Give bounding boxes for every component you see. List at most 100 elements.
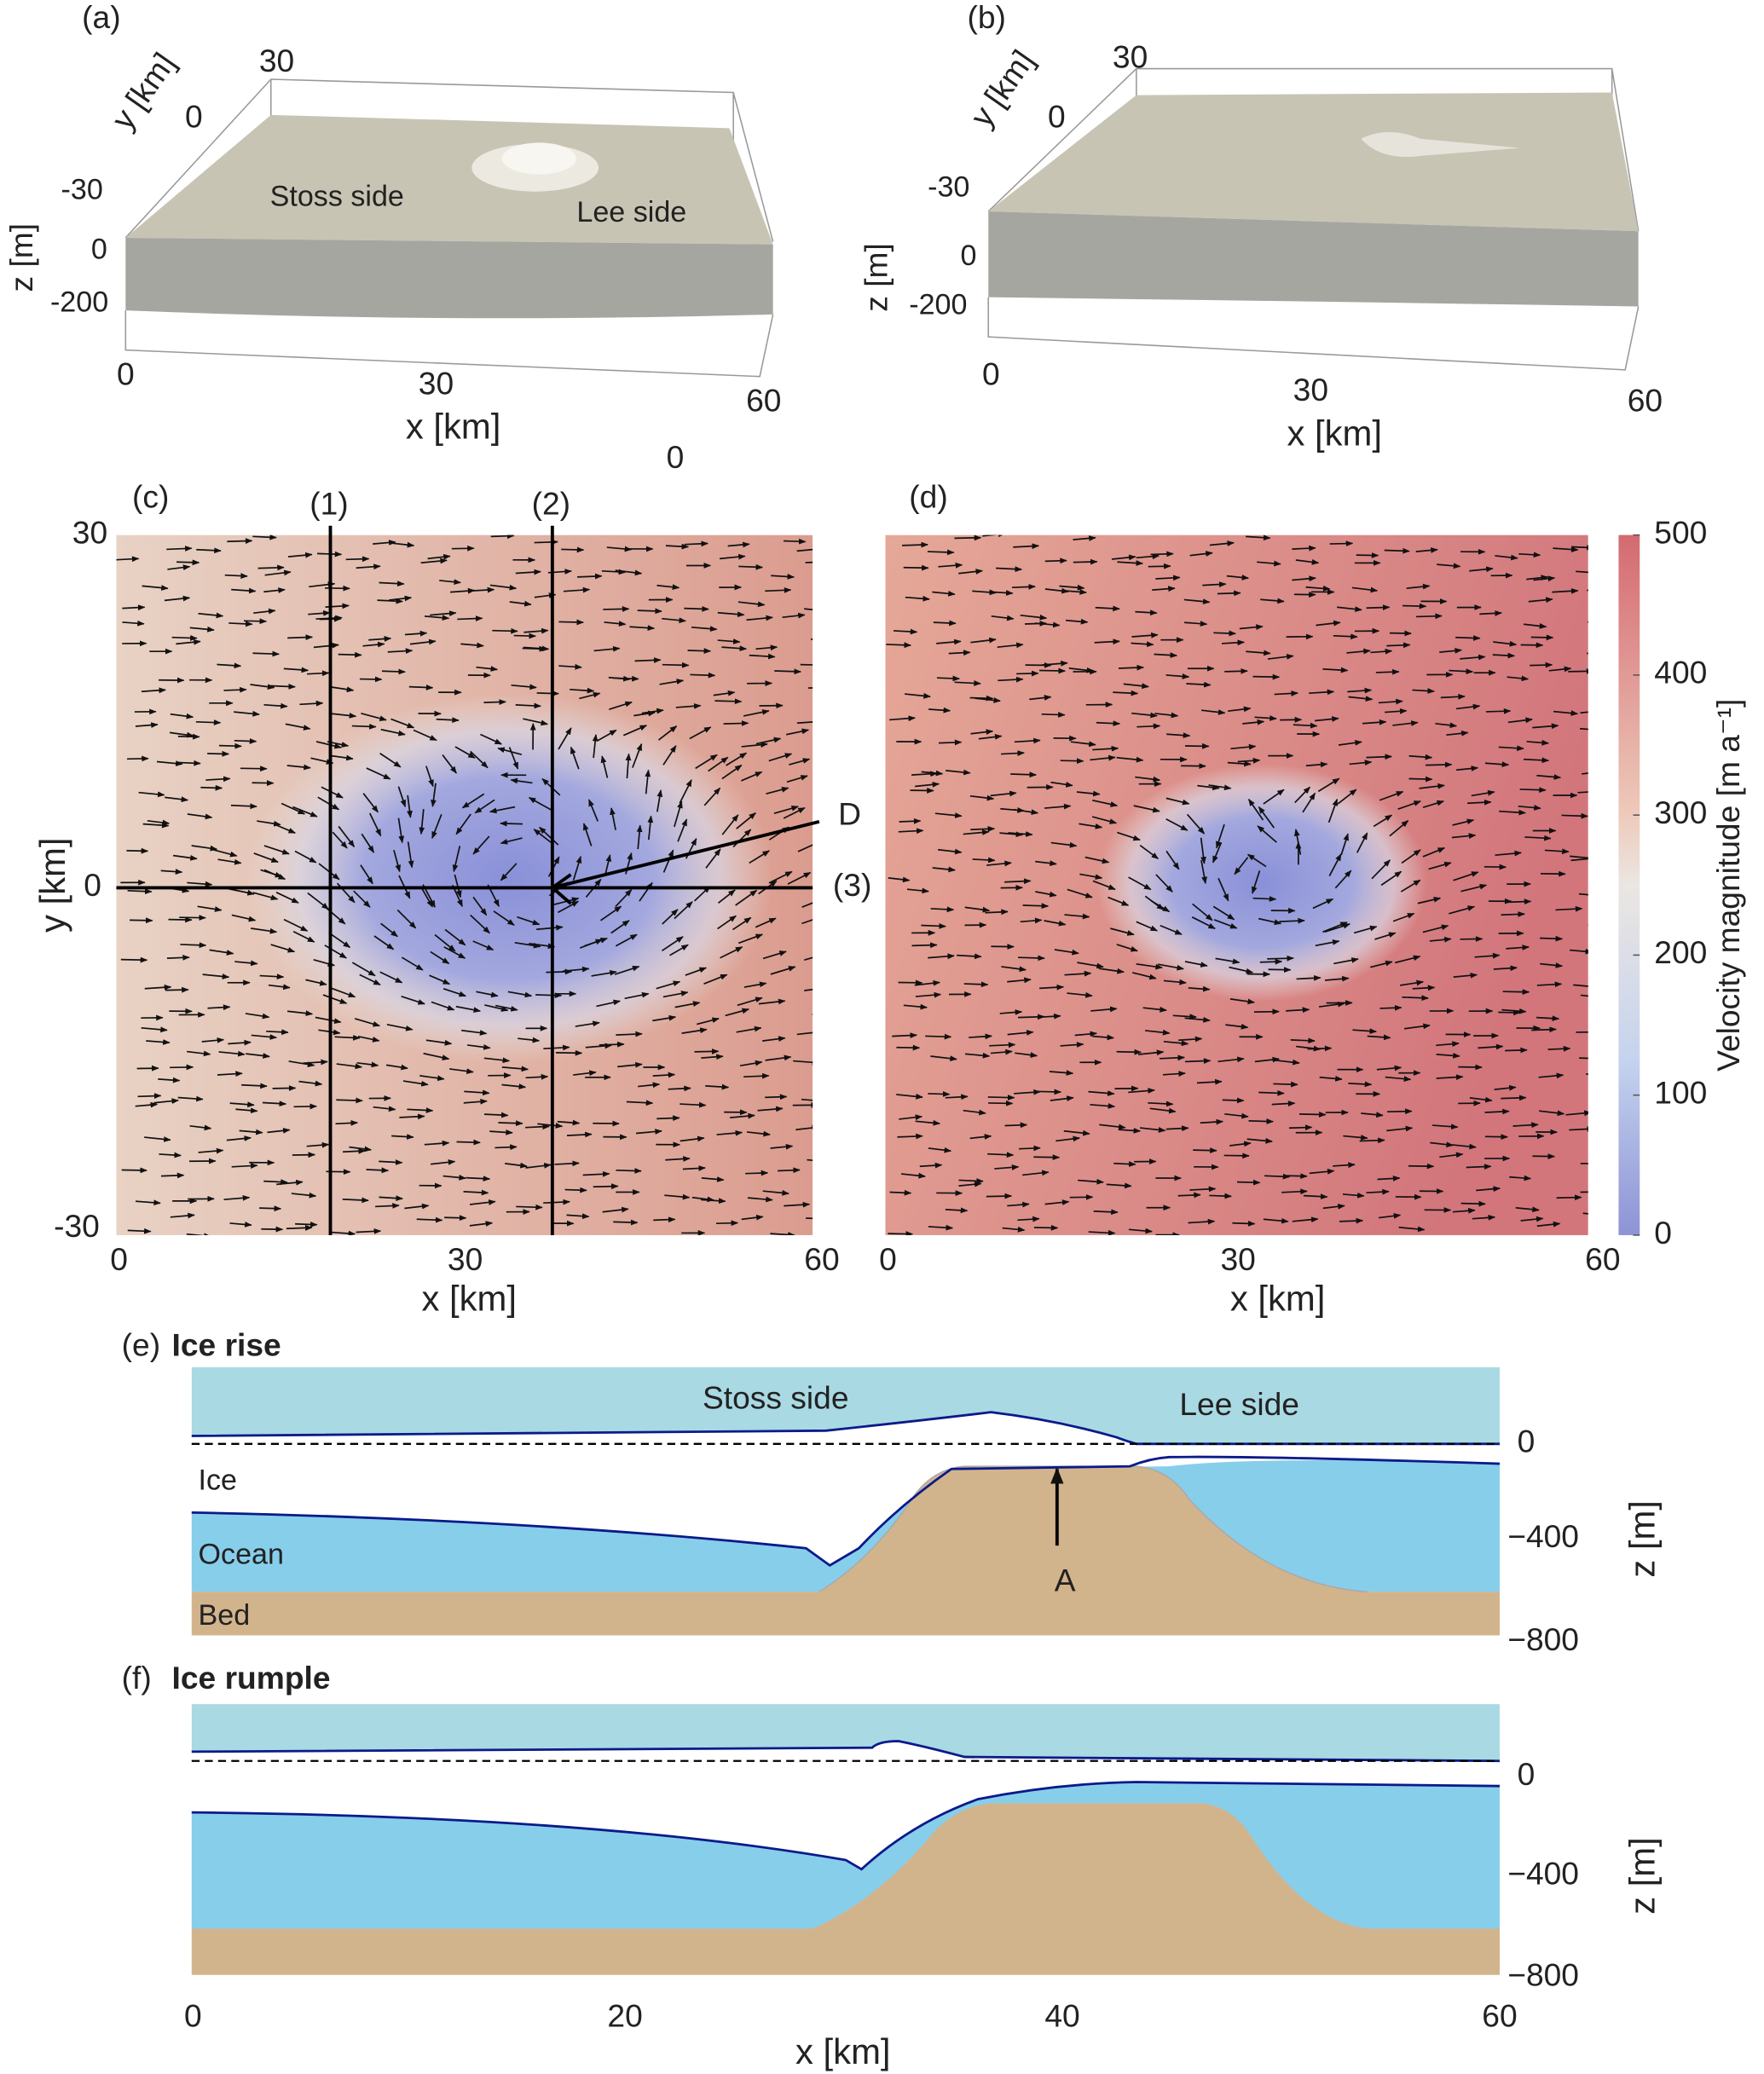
velocity-arrow — [191, 845, 218, 852]
velocity-arrow — [928, 953, 955, 960]
velocity-arrow — [253, 852, 279, 864]
velocity-arrow — [1200, 1118, 1224, 1125]
velocity-arrow — [423, 1052, 450, 1060]
velocity-arrow — [1339, 1217, 1364, 1224]
velocity-arrow — [899, 1114, 923, 1121]
velocity-arrow — [1088, 1090, 1115, 1096]
velocity-arrow — [989, 1042, 1016, 1049]
velocity-arrow — [1288, 1124, 1313, 1131]
velocity-arrow — [1553, 710, 1579, 716]
velocity-arrow — [1117, 831, 1141, 841]
velocity-arrow — [1044, 920, 1067, 927]
velocity-arrow — [1154, 652, 1178, 658]
velocity-arrow — [1315, 716, 1339, 722]
velocity-arrow — [1533, 575, 1556, 582]
velocity-arrow — [321, 786, 344, 799]
velocity-arrow — [1050, 781, 1073, 788]
velocity-arrow — [328, 932, 351, 949]
velocity-arrow — [1229, 1141, 1252, 1147]
velocity-arrow — [1422, 846, 1446, 858]
velocity-arrow — [218, 1050, 246, 1057]
velocity-arrow — [1035, 891, 1057, 898]
velocity-arrow — [1139, 845, 1160, 860]
velocity-arrow — [135, 722, 159, 728]
velocity-arrow — [336, 1097, 363, 1104]
velocity-arrow — [306, 1141, 330, 1148]
velocity-arrow — [1523, 623, 1547, 629]
velocity-arrow — [274, 823, 296, 834]
velocity-arrow — [1136, 921, 1159, 932]
axis-label: z [m] — [1622, 1500, 1662, 1578]
velocity-arrow — [634, 657, 662, 663]
velocity-arrow — [263, 1179, 288, 1185]
velocity-arrow — [1111, 554, 1136, 561]
velocity-arrow — [1337, 606, 1362, 612]
velocity-arrow — [377, 598, 403, 604]
velocity-arrow — [146, 1039, 171, 1045]
velocity-arrow — [338, 825, 356, 848]
velocity-arrow — [1212, 841, 1223, 864]
velocity-arrow — [652, 1014, 677, 1022]
velocity-arrow — [1292, 545, 1316, 552]
velocity-arrow — [1246, 534, 1271, 541]
velocity-arrow — [604, 854, 612, 876]
velocity-arrow — [801, 919, 813, 925]
velocity-arrow — [1149, 1107, 1177, 1114]
velocity-arrow — [717, 611, 745, 618]
velocity-arrow — [1576, 570, 1588, 574]
velocity-arrow — [1327, 798, 1339, 823]
velocity-arrow — [1106, 1182, 1132, 1189]
velocity-arrow — [1552, 587, 1579, 594]
velocity-arrow — [379, 971, 403, 984]
velocity-arrow — [1271, 1101, 1296, 1106]
velocity-arrow — [366, 767, 391, 780]
tick-label: 30 — [259, 43, 294, 78]
velocity-arrow — [928, 1147, 952, 1153]
velocity-arrow — [144, 1136, 171, 1142]
velocity-arrow — [373, 1106, 396, 1112]
velocity-arrow — [994, 1164, 1020, 1170]
colorbar-tick-label: 400 — [1654, 655, 1707, 690]
tick-label: 30 — [448, 1241, 483, 1277]
velocity-arrow — [726, 752, 748, 766]
velocity-arrow — [1531, 1026, 1557, 1033]
velocity-arrow — [173, 854, 198, 861]
velocity-arrow — [1136, 553, 1160, 560]
velocity-arrow — [1415, 547, 1438, 553]
velocity-arrow — [1221, 639, 1245, 646]
velocity-arrow — [1579, 727, 1588, 731]
velocity-arrow — [464, 1089, 490, 1096]
velocity-arrow — [970, 729, 994, 736]
colorbar-tick-label: 300 — [1654, 794, 1707, 830]
velocity-arrow — [511, 684, 537, 690]
velocity-arrow — [257, 564, 285, 571]
velocity-arrow — [455, 1005, 482, 1013]
velocity-arrow — [585, 1043, 613, 1049]
velocity-arrow — [251, 927, 278, 934]
velocity-arrow — [1353, 925, 1378, 934]
velocity-arrow — [1582, 772, 1588, 775]
velocity-arrow — [645, 769, 651, 794]
velocity-arrow — [1092, 799, 1119, 807]
velocity-arrow — [1561, 812, 1588, 819]
velocity-arrow — [218, 742, 242, 749]
velocity-arrow — [793, 1059, 813, 1066]
velocity-arrow — [784, 1201, 811, 1208]
velocity-arrow — [1526, 739, 1549, 746]
velocity-arrow — [517, 916, 541, 926]
velocity-arrow — [263, 845, 290, 855]
velocity-arrow — [684, 540, 709, 547]
velocity-arrow — [1512, 1122, 1539, 1129]
axis-label: x [km] — [421, 1278, 517, 1318]
velocity-arrow — [351, 962, 376, 977]
velocity-arrow — [1186, 681, 1212, 688]
velocity-arrow — [455, 813, 471, 835]
velocity-arrow — [227, 538, 253, 544]
tick-label: 30 — [1113, 39, 1148, 75]
tick-label: 0 — [184, 1998, 202, 2034]
velocity-arrow — [285, 723, 311, 731]
velocity-arrow — [1536, 1221, 1561, 1228]
axis-label: x [km] — [1230, 1278, 1326, 1318]
velocity-arrow — [674, 901, 693, 920]
velocity-arrow — [200, 784, 223, 791]
